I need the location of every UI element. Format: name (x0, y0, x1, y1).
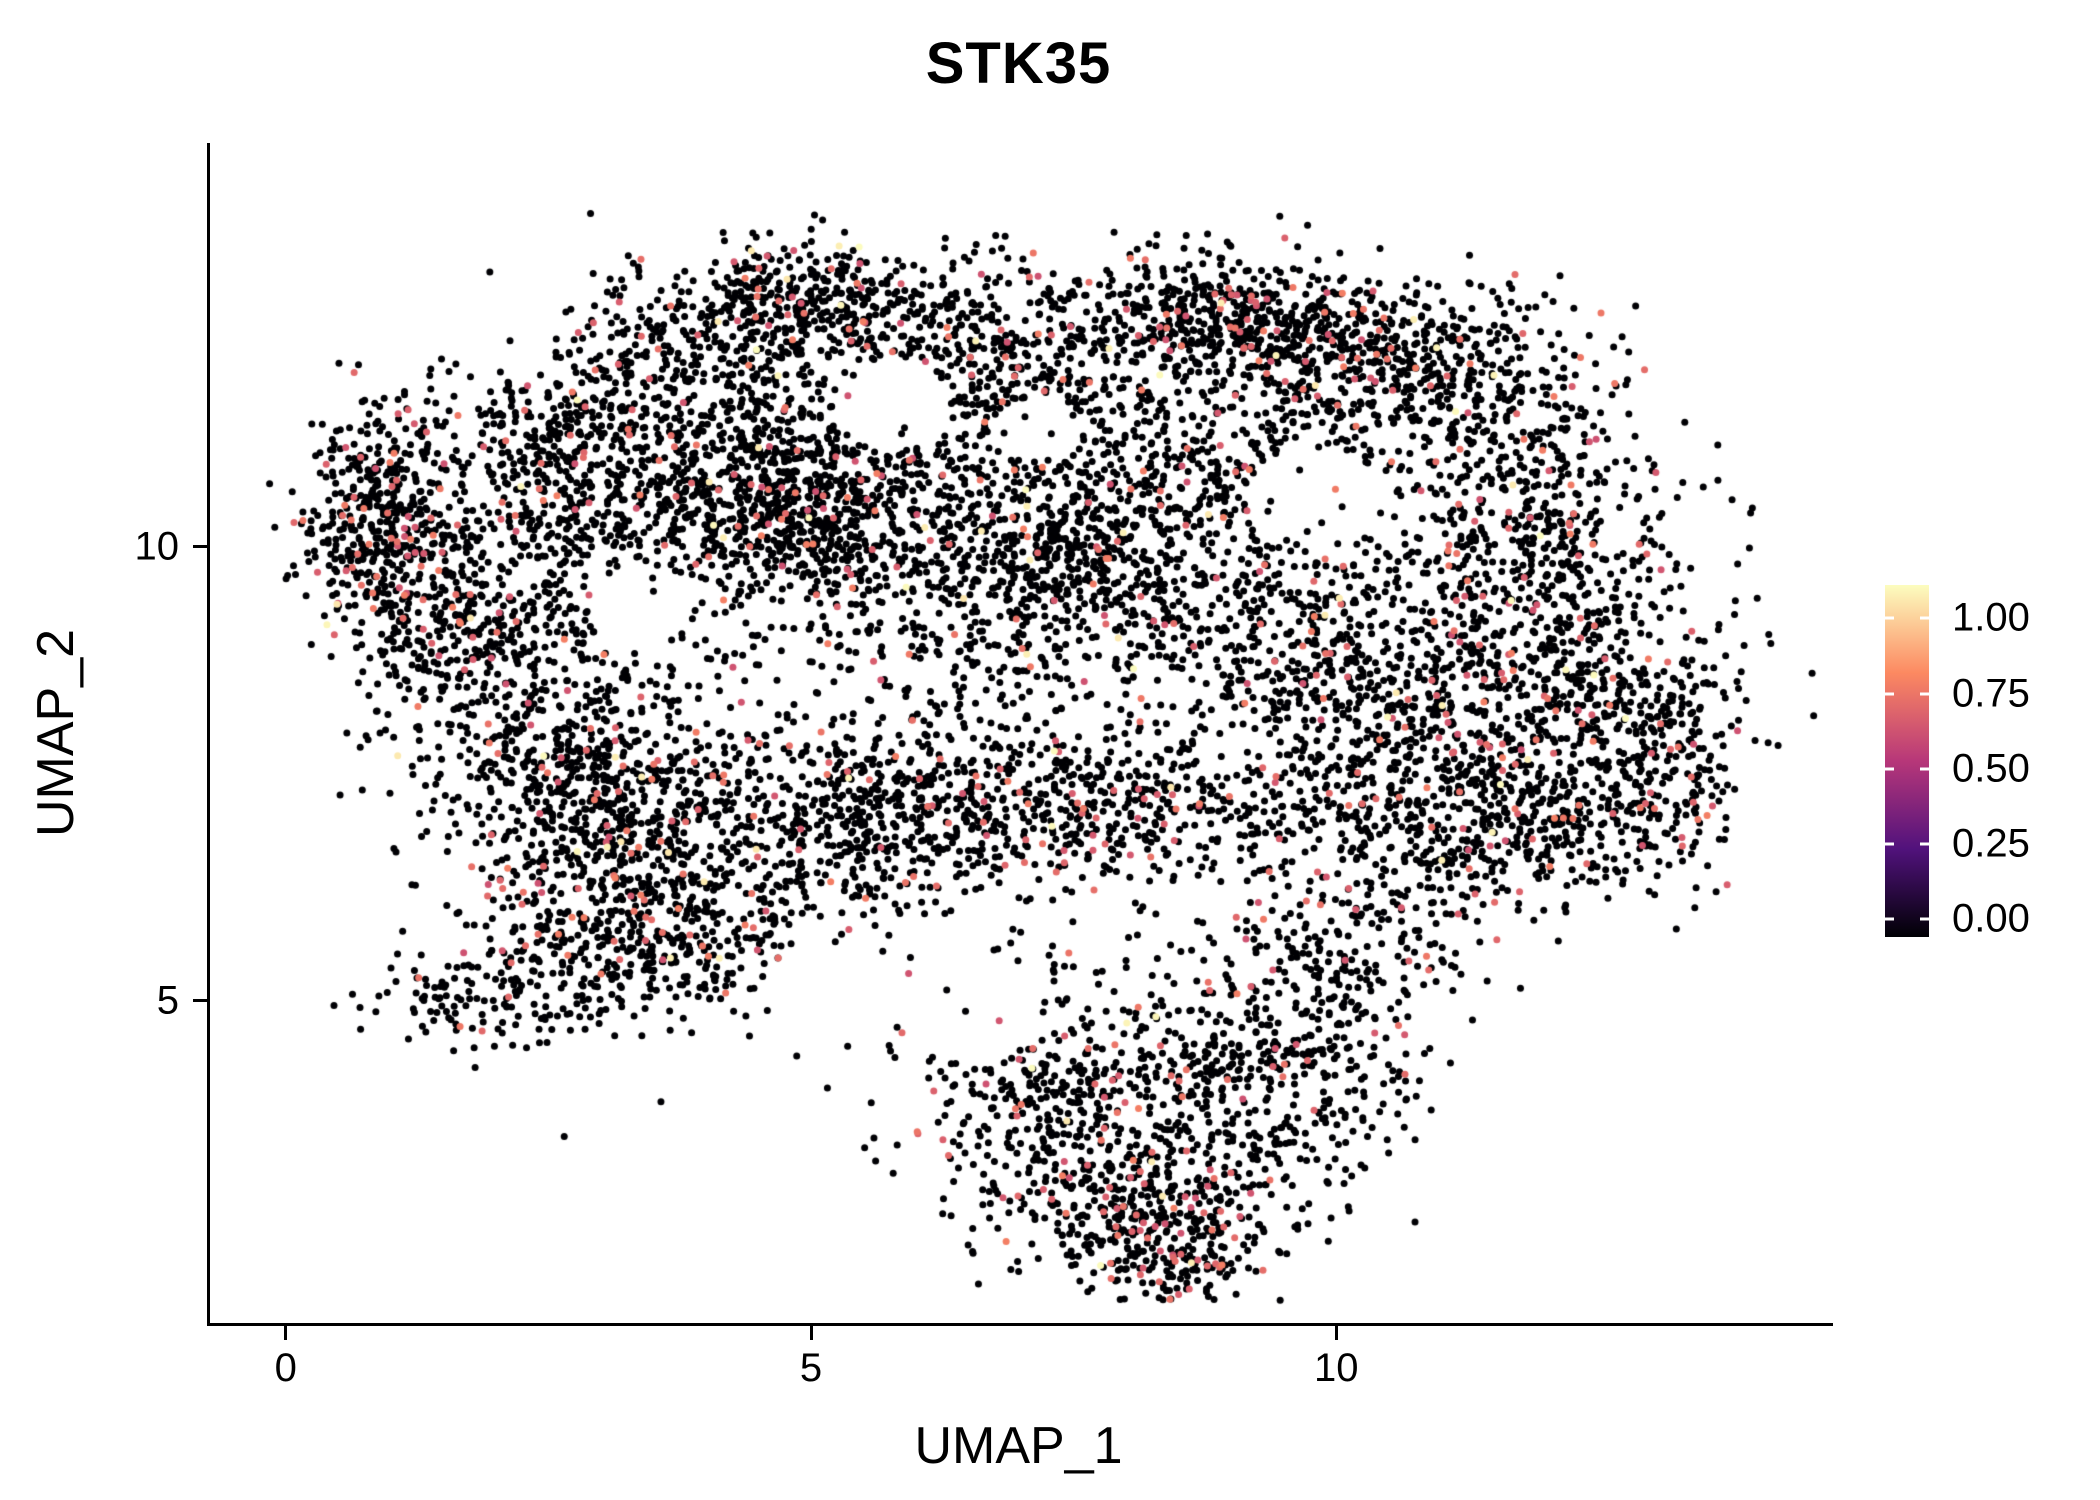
colorbar-tick-mark (1885, 842, 1894, 846)
x-axis-tick-mark (1334, 1326, 1338, 1340)
umap-scatter-canvas (210, 143, 1833, 1323)
colorbar-tick-mark (1885, 616, 1894, 620)
plot-area (207, 143, 1833, 1326)
colorbar-tick-mark (1920, 616, 1929, 620)
x-axis-tick-mark (284, 1326, 288, 1340)
colorbar-tick-mark (1885, 917, 1894, 921)
colorbar-tick-mark (1920, 692, 1929, 696)
y-axis-tick-mark (193, 999, 207, 1003)
y-axis-tick-mark (193, 545, 207, 549)
colorbar-tick-mark (1885, 767, 1894, 771)
x-tick-label: 0 (274, 1346, 297, 1390)
plot-title: STK35 (925, 31, 1112, 96)
y-axis-title: UMAP_2 (27, 628, 85, 838)
colorbar-tick-mark (1920, 917, 1929, 921)
legend-gradient-bar (1885, 585, 1929, 937)
x-axis-title: UMAP_1 (914, 1417, 1123, 1475)
y-tick-label: 10 (134, 524, 180, 569)
colorbar-tick-mark (1885, 692, 1894, 696)
legend-tick-label: 0.50 (1952, 746, 2030, 791)
legend-tick-label: 0.00 (1952, 896, 2030, 941)
x-tick-label: 5 (799, 1346, 823, 1390)
legend-tick-label: 1.00 (1952, 595, 2030, 640)
legend-tick-label: 0.25 (1952, 821, 2030, 866)
colorbar-tick-mark (1920, 767, 1929, 771)
x-axis-tick-mark (809, 1326, 813, 1340)
x-tick-label: 10 (1314, 1346, 1359, 1390)
y-tick-label: 5 (156, 978, 179, 1023)
legend-tick-label: 0.75 (1952, 671, 2030, 716)
colorbar-tick-mark (1920, 842, 1929, 846)
